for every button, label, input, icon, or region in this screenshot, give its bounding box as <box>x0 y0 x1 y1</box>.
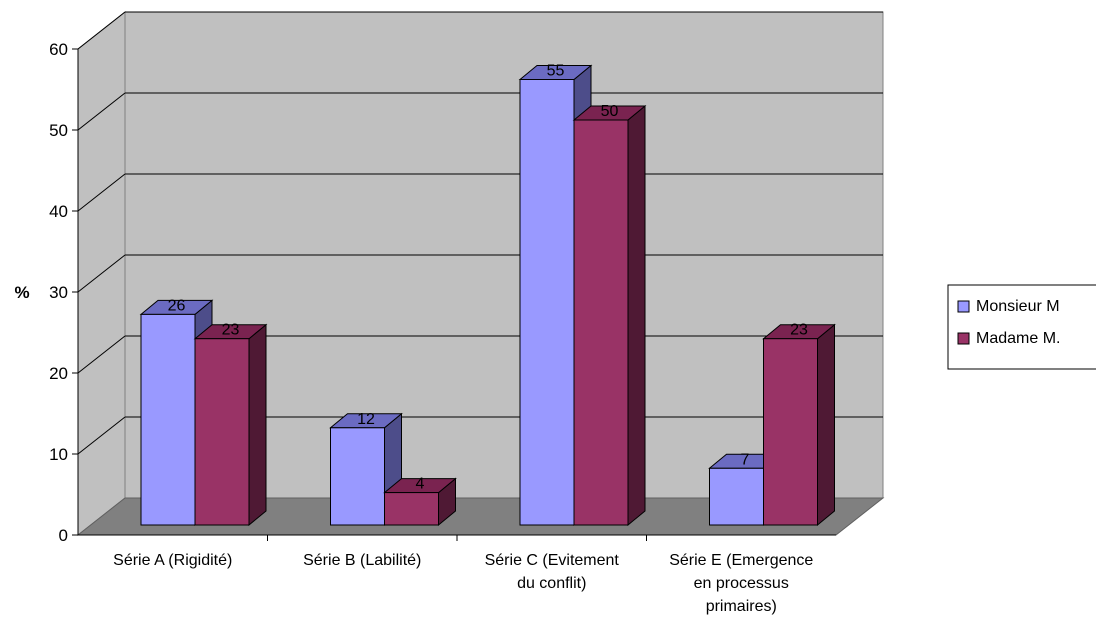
gridline-depth <box>77 416 126 455</box>
gridline-depth <box>77 254 126 293</box>
data-label: 7 <box>741 451 750 468</box>
legend: Monsieur M Madame M. <box>947 284 1096 370</box>
legend-swatch <box>957 300 970 313</box>
x-tick-label: Série C (Evitement du conflit) <box>485 552 620 592</box>
x-tick-label-line: Série A (Rigidité) <box>113 552 232 569</box>
bar <box>330 427 385 526</box>
bar <box>519 79 575 526</box>
bar-side <box>817 323 835 527</box>
bar <box>573 119 629 526</box>
data-label: 50 <box>601 103 619 120</box>
bar <box>384 492 439 526</box>
gridline-depth <box>77 92 126 131</box>
y-tick-label: 50 <box>49 121 68 140</box>
data-label: 26 <box>168 297 186 314</box>
data-labels: 26 23 12 4 55 50 7 23 <box>168 63 808 493</box>
gridline-depth <box>77 173 126 212</box>
legend-box <box>947 284 1096 370</box>
x-tick-label: Série A (Rigidité) <box>113 552 232 569</box>
bar-side <box>627 104 646 527</box>
x-tick-label-line: Série E (Emergence <box>669 552 813 569</box>
x-tick-label: Série B (Labilité) <box>303 552 421 569</box>
y-tick-label: 40 <box>49 202 68 221</box>
bar <box>140 313 196 526</box>
y-tick-label: 0 <box>59 526 68 545</box>
y-tick-label: 60 <box>49 40 68 59</box>
legend-label: Madame M. <box>976 330 1060 347</box>
gridline-depth <box>77 11 126 50</box>
x-tick-label-line: Série B (Labilité) <box>303 552 421 569</box>
bar <box>709 467 764 526</box>
gridline-depth <box>77 335 126 374</box>
legend-label: Monsieur M <box>976 298 1060 315</box>
y-tick-label: 20 <box>49 364 68 383</box>
y-axis-label: % <box>14 283 29 302</box>
data-label: 55 <box>547 63 565 80</box>
data-label: 12 <box>357 411 375 428</box>
legend-swatch <box>957 332 970 345</box>
bars <box>139 64 836 527</box>
bar <box>763 338 818 526</box>
axes: 0 10 20 30 40 50 60% Série A (Rigidité) Série B … <box>14 40 836 615</box>
y-tick-label: 30 <box>49 283 68 302</box>
y-tick-label: 10 <box>49 445 68 464</box>
x-tick-label-line: Série C (Evitement <box>485 552 620 569</box>
bar <box>194 338 250 526</box>
x-tick-label-line: primaires) <box>706 598 777 615</box>
x-tick-label-line: du conflit) <box>517 575 586 592</box>
x-tick-label-line: en processus <box>694 575 789 592</box>
bar-side <box>248 323 267 527</box>
x-tick-label: Série E (Emergence en processus primaires) <box>669 552 813 615</box>
data-label: 23 <box>790 322 808 339</box>
data-label: 4 <box>416 476 425 493</box>
data-label: 23 <box>222 322 240 339</box>
